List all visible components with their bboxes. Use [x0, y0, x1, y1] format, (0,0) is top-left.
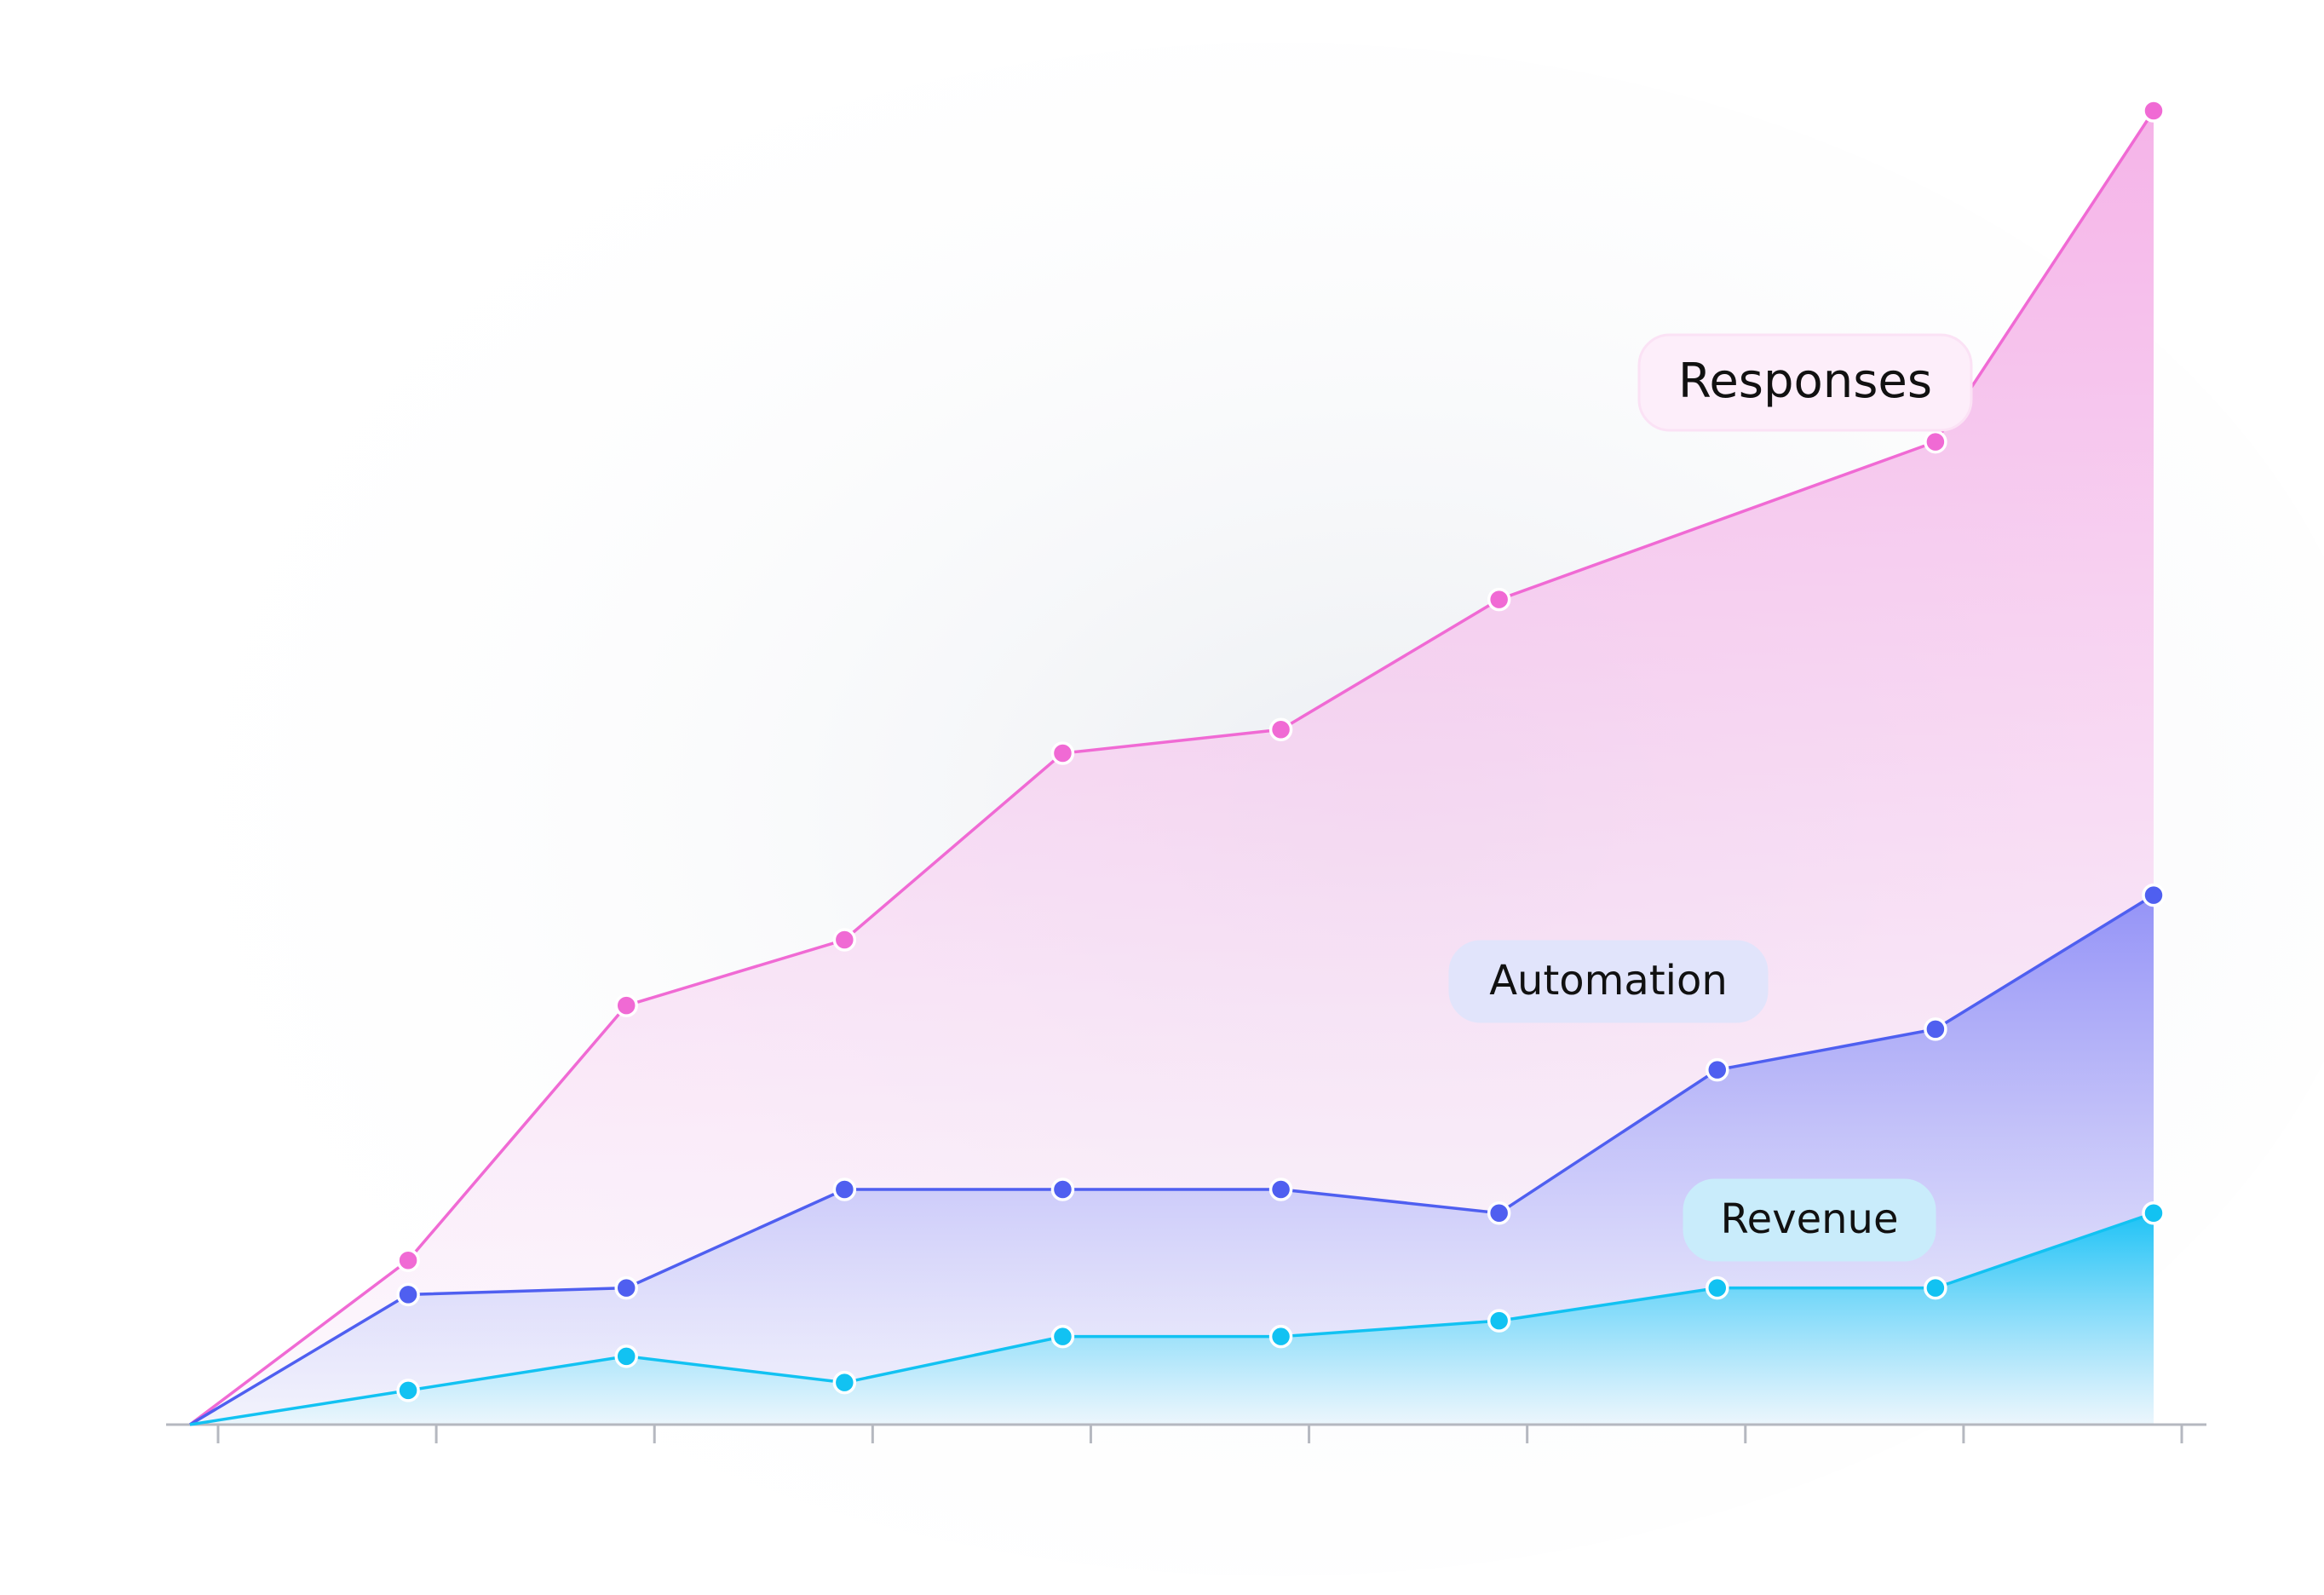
- point: [1487, 1201, 1511, 1225]
- point: [1050, 1324, 1075, 1349]
- area: [190, 895, 2154, 1425]
- series-label: Revenue: [1720, 1195, 1898, 1243]
- point: [1050, 741, 1075, 765]
- point: [1924, 429, 1947, 454]
- point: [832, 1178, 857, 1201]
- point: [396, 1379, 420, 1402]
- series-label: Responses: [1678, 354, 1932, 409]
- point: [1268, 1324, 1293, 1349]
- area: [190, 1212, 2154, 1425]
- line: [189, 894, 2154, 1426]
- point: [396, 1248, 420, 1272]
- point: [1487, 1309, 1511, 1333]
- point: [2142, 99, 2166, 123]
- point: [832, 1370, 857, 1395]
- line: [189, 1212, 2154, 1426]
- point: [1924, 1017, 1947, 1041]
- point: [1924, 1275, 1947, 1300]
- area: [190, 111, 2154, 1425]
- series-label-box: [1637, 333, 1973, 432]
- point: [614, 1345, 638, 1368]
- point: [1706, 1057, 1729, 1082]
- point: [2142, 883, 2166, 907]
- point: [614, 1275, 638, 1300]
- point: [1050, 1178, 1075, 1201]
- point: [1268, 717, 1293, 742]
- point: [832, 928, 857, 952]
- series-label-box: [1683, 1178, 1936, 1262]
- point: [1268, 1178, 1293, 1201]
- point: [2142, 1201, 2166, 1225]
- series-label: Automation: [1489, 957, 1728, 1005]
- point: [614, 993, 638, 1017]
- point: [1706, 1275, 1729, 1300]
- point: [1487, 587, 1511, 612]
- series-label-box: [1448, 940, 1769, 1023]
- point: [396, 1282, 420, 1307]
